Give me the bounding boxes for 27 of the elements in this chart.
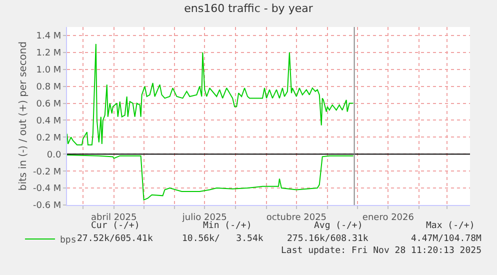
x-tick-label: octubre 2025 <box>266 212 327 223</box>
text: 275.16k/608.31k <box>287 234 369 244</box>
text: Avg (-/+) <box>314 221 363 231</box>
text: 10.56k/ 3.54k <box>182 234 264 244</box>
chart-title: ens160 traffic - by year <box>184 2 314 15</box>
y-tick-label: 1.0 M <box>36 66 62 76</box>
y-tick-label: 1.2 M <box>36 48 62 59</box>
y-tick-label: -0.4 M <box>33 184 62 194</box>
text: 27.52k/605.41k <box>77 234 154 244</box>
text: Last update: Fri Nov 28 11:20:13 2025 <box>281 246 482 256</box>
line-series <box>67 43 354 146</box>
y-tick-label: 0.8 M <box>36 82 62 92</box>
y-tick-label: 0.6 M <box>36 99 62 110</box>
text: Min (-/+) <box>203 221 252 231</box>
y-tick-label: 0.4 M <box>36 116 62 126</box>
y-tick-label: -0.6 M <box>33 201 62 212</box>
x-tick-label: enero 2026 <box>362 212 414 223</box>
y-tick-label: 0.0 <box>46 150 62 160</box>
text: Max (-/+) <box>426 221 475 231</box>
text: Cur (-/+) <box>91 221 140 231</box>
y-axis-title: bits in (-) / out (+) per second <box>18 41 30 191</box>
line-series <box>67 154 354 200</box>
legend-label: bps <box>60 236 76 246</box>
y-tick-label: 1.4 M <box>36 32 62 42</box>
y-tick-label: -0.2 M <box>33 167 62 178</box>
text: 4.47M/104.78M <box>411 234 482 244</box>
y-tick-label: 0.2 M <box>36 133 62 144</box>
